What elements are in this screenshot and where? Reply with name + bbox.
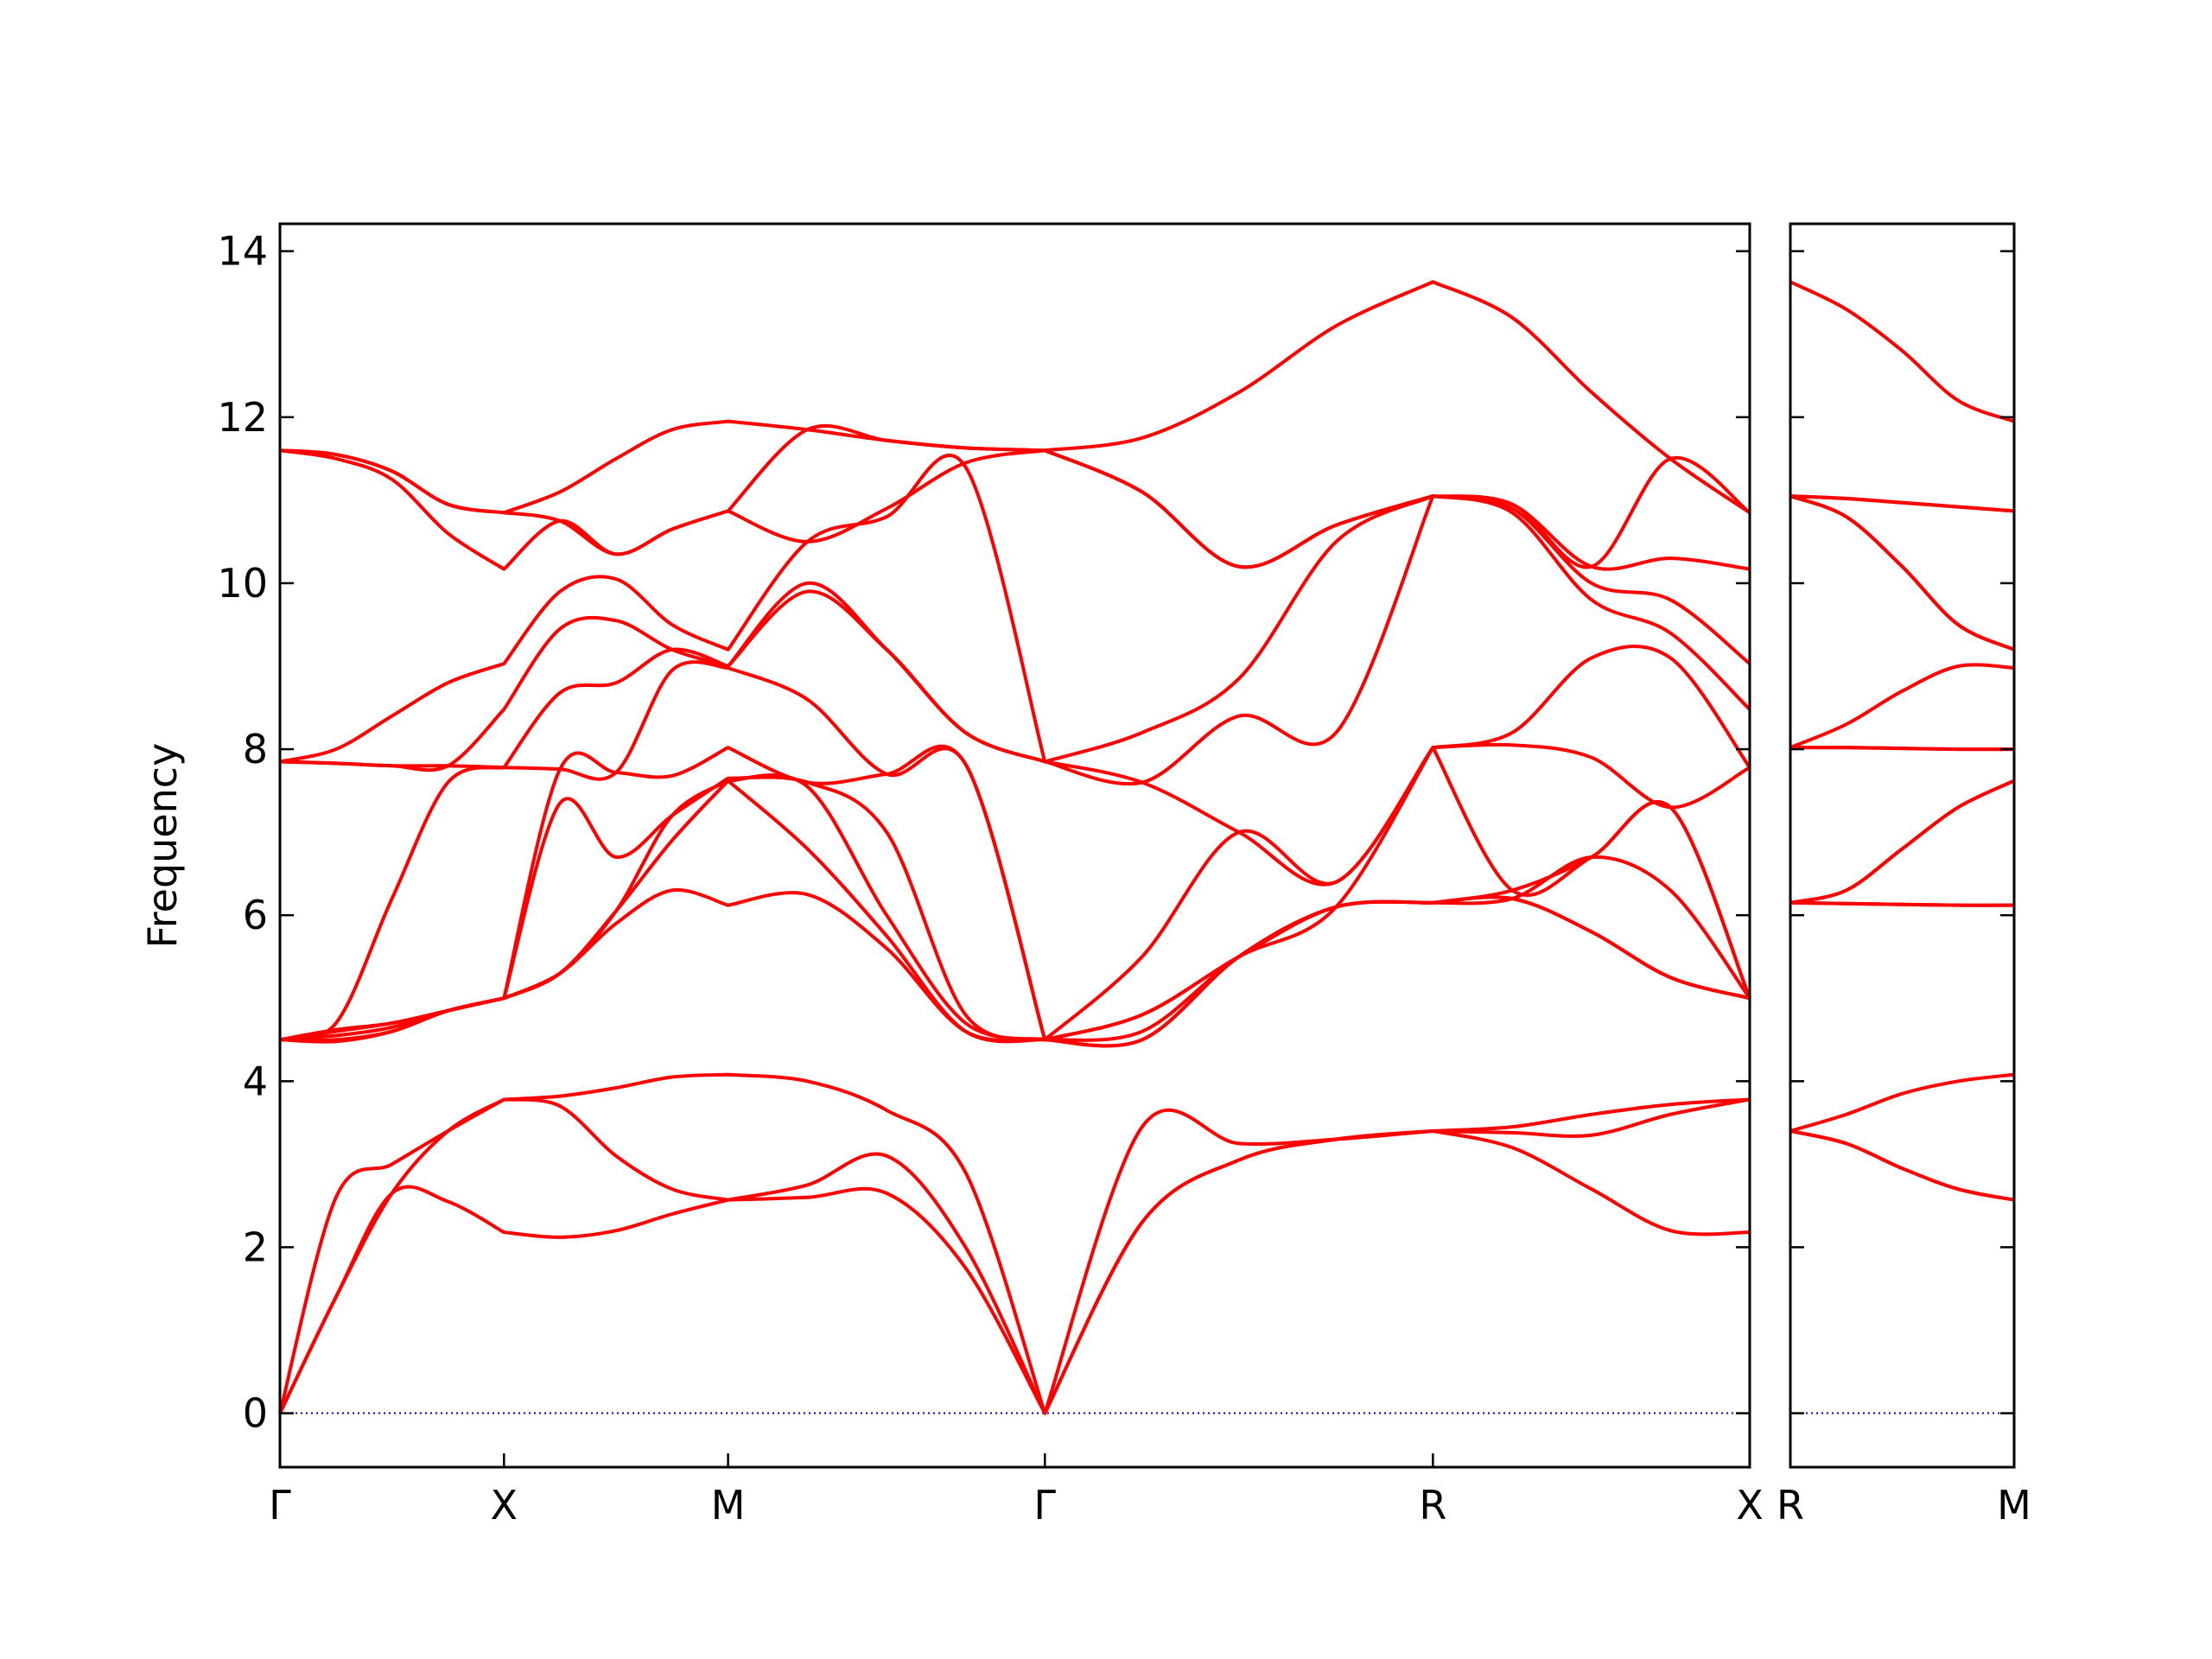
band-line	[1789, 900, 2015, 907]
y-tick-label: 14	[217, 228, 268, 275]
band-line	[1789, 494, 2015, 652]
y-tick-label: 2	[243, 1224, 268, 1270]
x-tick-label: R	[1419, 1482, 1446, 1529]
x-tick-label: X	[491, 1482, 518, 1529]
band-line	[278, 1072, 1751, 1415]
y-tick-label: 8	[243, 726, 268, 772]
x-tick-label: X	[1736, 1482, 1764, 1529]
y-tick-label: 12	[217, 394, 268, 441]
band-line	[1789, 280, 2015, 423]
x-tick-label: Γ	[269, 1482, 291, 1529]
y-tick-label: 6	[243, 892, 268, 938]
x-tick-label: M	[711, 1482, 746, 1529]
y-tick-label: 4	[243, 1058, 268, 1104]
x-tick-label: M	[1997, 1482, 2031, 1529]
y-tick-label: 0	[243, 1390, 268, 1437]
band-line	[279, 280, 1751, 515]
band-line	[279, 494, 1751, 786]
band-line	[1789, 494, 2015, 513]
y-tick-label: 10	[217, 560, 268, 607]
band-line	[279, 453, 1751, 764]
x-tick-label: Γ	[1033, 1482, 1056, 1529]
band-line	[278, 1128, 1751, 1415]
band-line	[1789, 663, 2015, 749]
x-tick-label: R	[1777, 1482, 1804, 1529]
band-line	[1789, 746, 2015, 752]
y-axis-label: Frequency	[139, 743, 186, 949]
plot-frame	[278, 222, 1751, 1469]
band-line	[1789, 1128, 2015, 1202]
plot-frame	[1789, 222, 2016, 1469]
band-line	[1789, 779, 2015, 905]
band-line	[1789, 1072, 2015, 1133]
